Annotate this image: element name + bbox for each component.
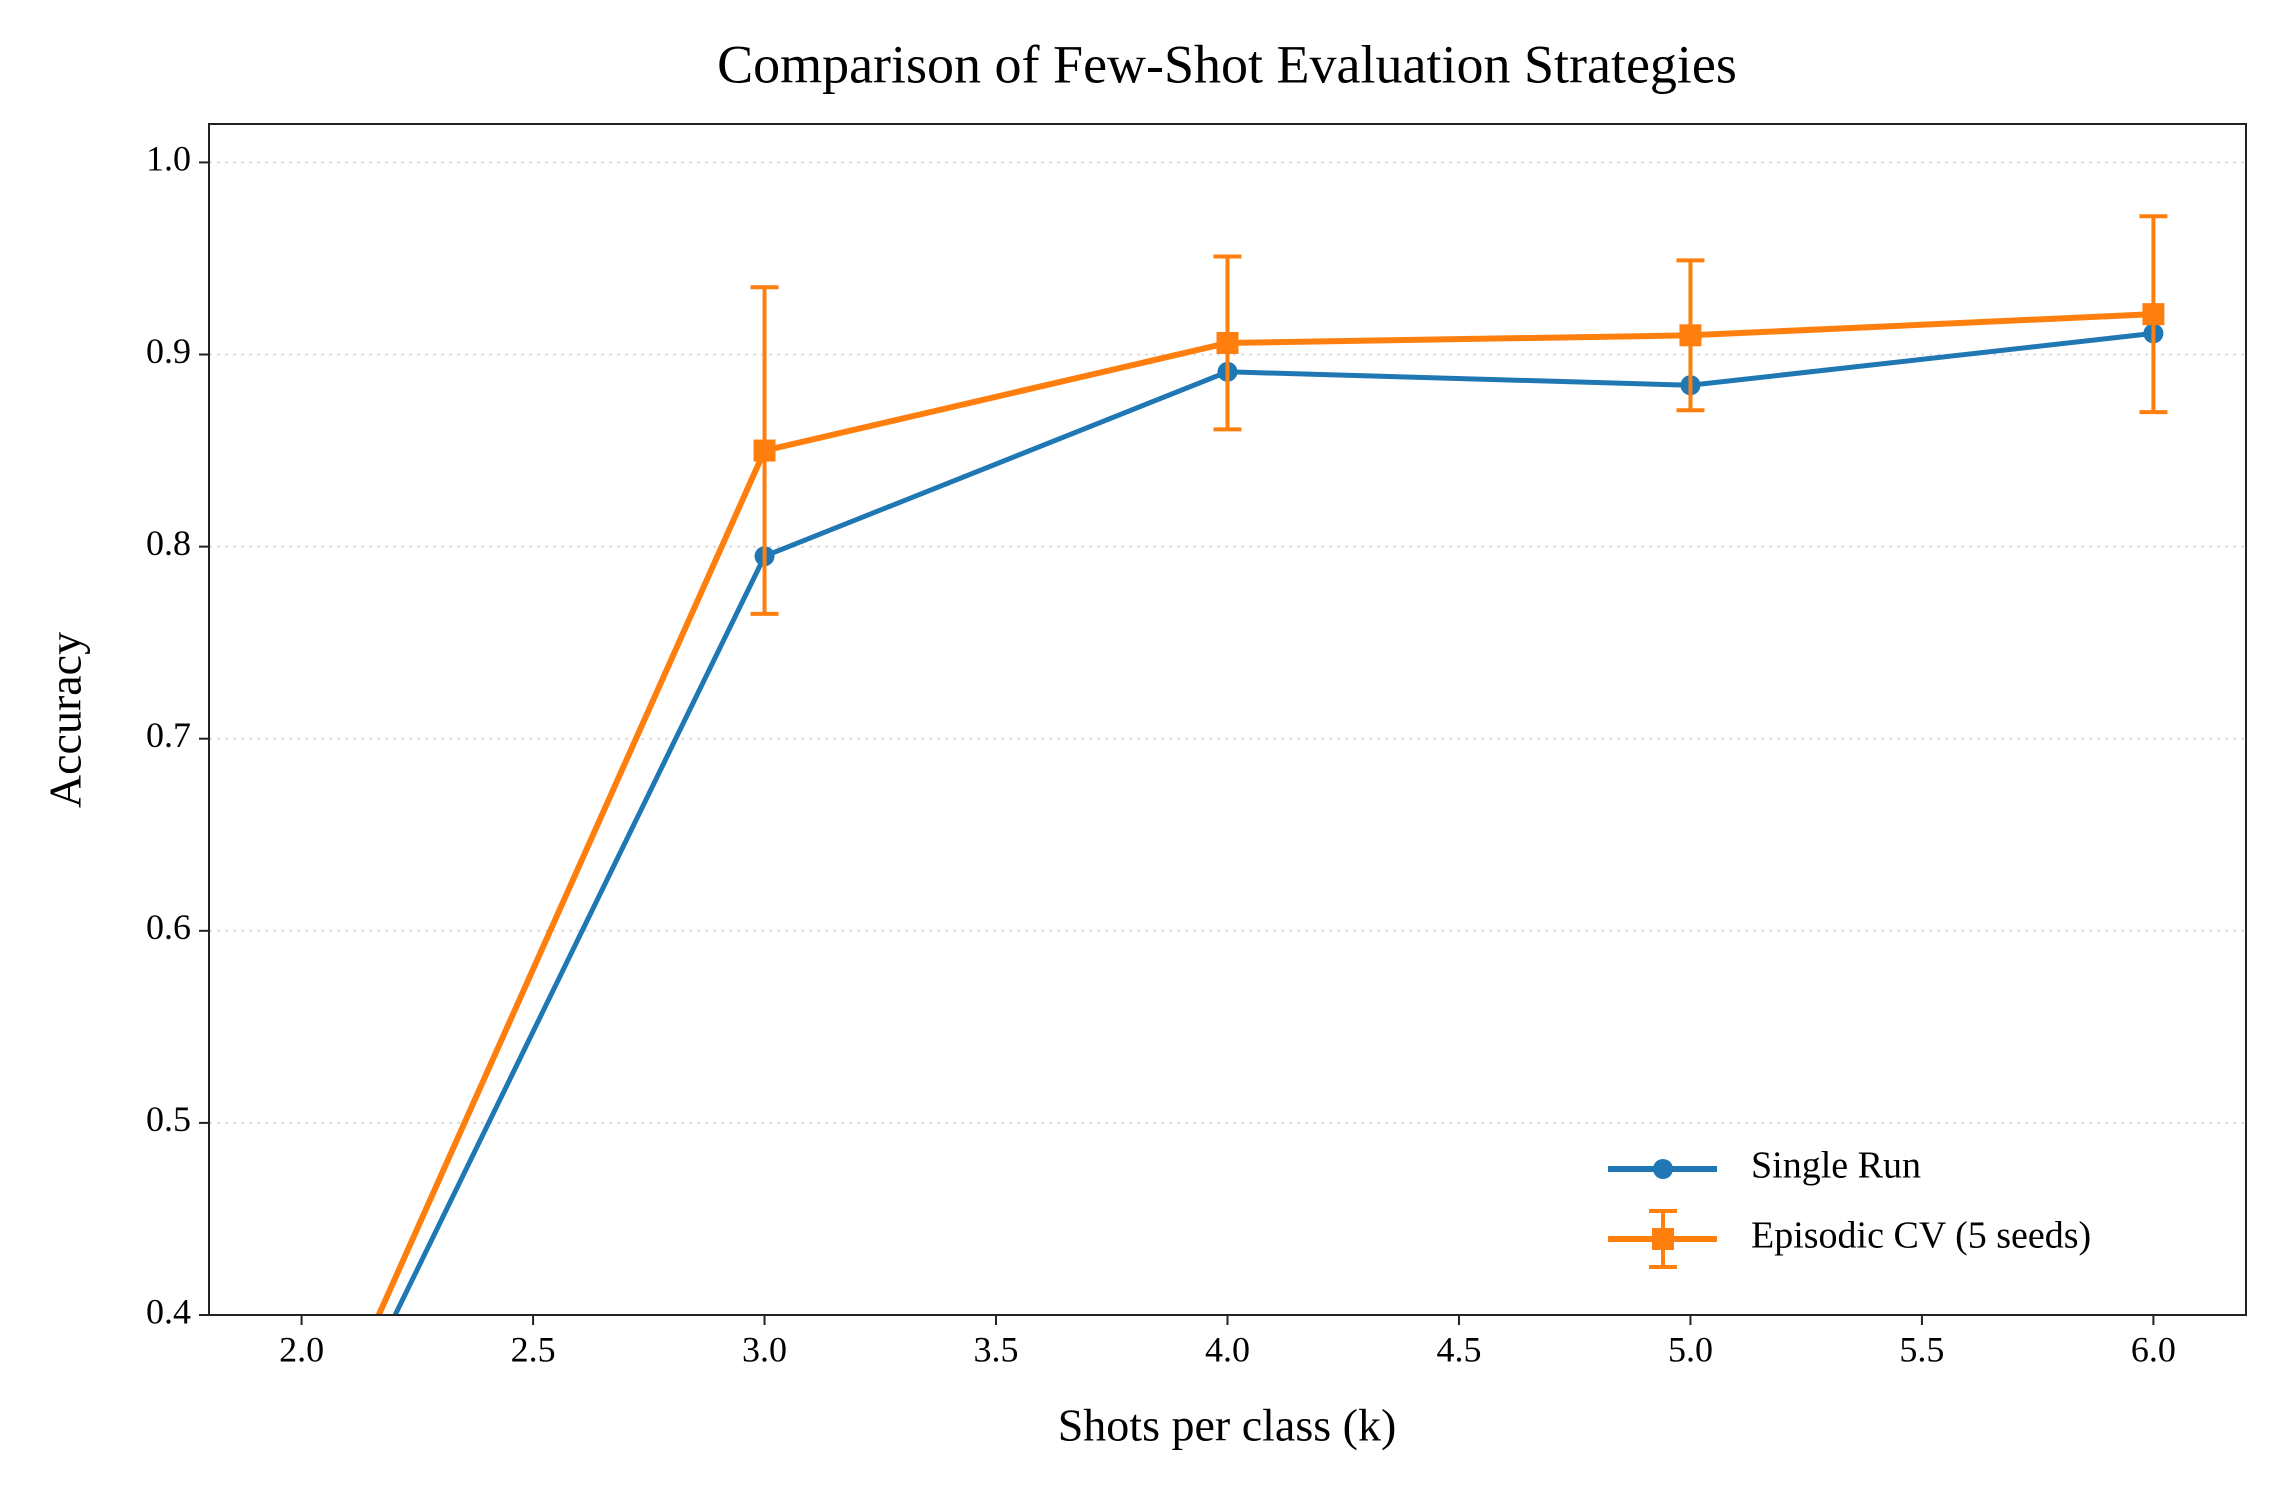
y-tick-label: 0.8 [146, 523, 191, 563]
point [1216, 331, 1239, 354]
point [2142, 303, 2165, 326]
y-tick-label: 0.5 [146, 1099, 191, 1139]
chart-title: Comparison of Few-Shot Evaluation Strate… [717, 34, 1737, 94]
point [1679, 324, 1702, 347]
x-tick-label: 5.5 [1899, 1329, 1944, 1369]
x-tick-label: 2.0 [279, 1329, 324, 1369]
x-tick-label: 6.0 [2131, 1329, 2176, 1369]
legend-label: Single Run [1751, 1145, 1921, 1187]
y-axis-label: Accuracy [40, 632, 91, 808]
x-axis-label: Shots per class (k) [1058, 1400, 1397, 1451]
legend-marker [1652, 1228, 1674, 1250]
legend-marker [1653, 1159, 1673, 1179]
y-tick-label: 1.0 [146, 139, 191, 179]
x-tick-label: 3.0 [742, 1329, 787, 1369]
point [753, 439, 776, 462]
y-tick-label: 0.4 [146, 1291, 191, 1331]
y-tick-label: 0.6 [146, 907, 191, 947]
plot-area [375, 214, 2168, 1315]
plot-frame [208, 123, 2247, 1316]
legend-label: Episodic CV (5 seeds) [1751, 1215, 2091, 1257]
y-tick-label: 0.7 [146, 715, 191, 755]
x-tick-label: 3.5 [974, 1329, 1019, 1369]
x-tick-label: 4.5 [1436, 1329, 1481, 1369]
x-tick-label: 4.0 [1205, 1329, 1250, 1369]
x-tick-label: 2.5 [511, 1329, 556, 1369]
y-tick-label: 0.9 [146, 331, 191, 371]
x-tick-label: 5.0 [1668, 1329, 1713, 1369]
